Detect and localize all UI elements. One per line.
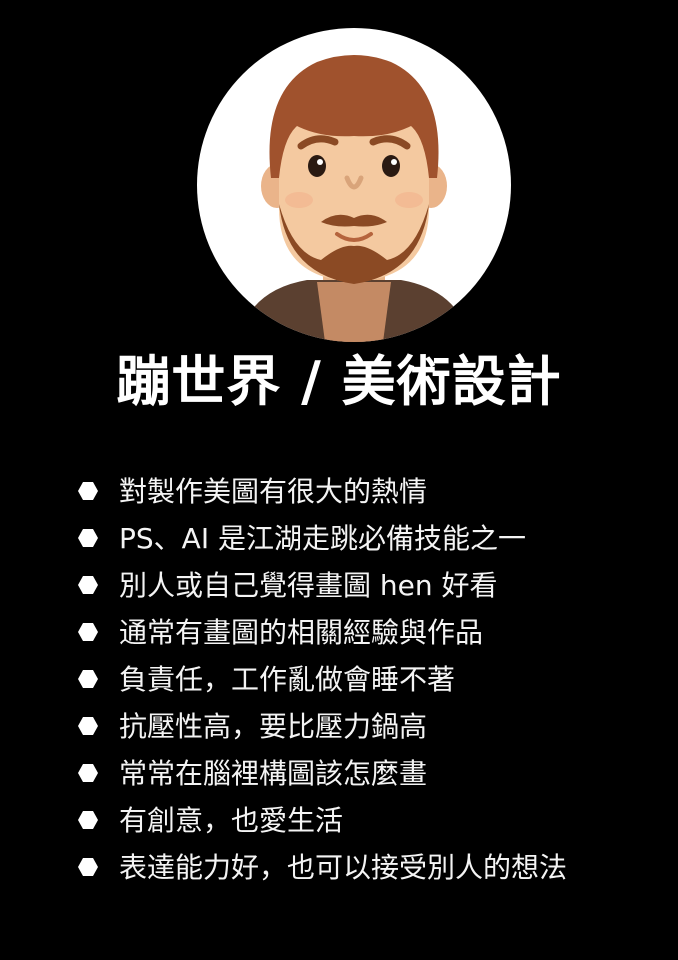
list-item: 常常在腦裡構圖該怎麼畫 — [72, 750, 662, 797]
list-item-text: 負責任，工作亂做會睡不著 — [119, 663, 456, 696]
list-item-text: 表達能力好，也可以接受別人的想法 — [119, 851, 568, 884]
list-item: 有創意，也愛生活 — [72, 797, 662, 844]
hexagon-bullet-icon — [78, 858, 98, 876]
hexagon-bullet-icon — [78, 576, 98, 594]
hexagon-bullet-icon — [78, 764, 98, 782]
hexagon-bullet-icon — [78, 529, 98, 547]
list-item: 表達能力好，也可以接受別人的想法 — [72, 844, 662, 891]
list-item-text: 對製作美圖有很大的熱情 — [119, 475, 428, 508]
hexagon-bullet-icon — [78, 482, 98, 500]
list-item-text: PS、AI 是江湖走跳必備技能之一 — [119, 522, 526, 555]
list-item-text: 抗壓性高，要比壓力鍋高 — [119, 710, 428, 743]
list-item: 抗壓性高，要比壓力鍋高 — [72, 703, 662, 750]
list-item: 對製作美圖有很大的熱情 — [72, 468, 662, 515]
hexagon-bullet-icon — [78, 623, 98, 641]
requirements-list: 對製作美圖有很大的熱情 PS、AI 是江湖走跳必備技能之一 別人或自己覺得畫圖 … — [72, 468, 662, 891]
list-item: PS、AI 是江湖走跳必備技能之一 — [72, 515, 662, 562]
list-item: 負責任，工作亂做會睡不著 — [72, 656, 662, 703]
hexagon-bullet-icon — [78, 717, 98, 735]
page-title: 蹦世界 / 美術設計 — [116, 349, 562, 413]
list-item: 通常有畫圖的相關經驗與作品 — [72, 609, 662, 656]
list-item-text: 常常在腦裡構圖該怎麼畫 — [119, 757, 428, 790]
list-item-text: 有創意，也愛生活 — [119, 804, 344, 837]
male-avatar-with-beard-icon — [237, 55, 471, 342]
list-item: 別人或自己覺得畫圖 hen 好看 — [72, 562, 662, 609]
hexagon-bullet-icon — [78, 811, 98, 829]
hexagon-bullet-icon — [78, 670, 98, 688]
avatar — [197, 28, 511, 342]
list-item-text: 別人或自己覺得畫圖 hen 好看 — [119, 569, 498, 602]
list-item-text: 通常有畫圖的相關經驗與作品 — [119, 616, 484, 649]
